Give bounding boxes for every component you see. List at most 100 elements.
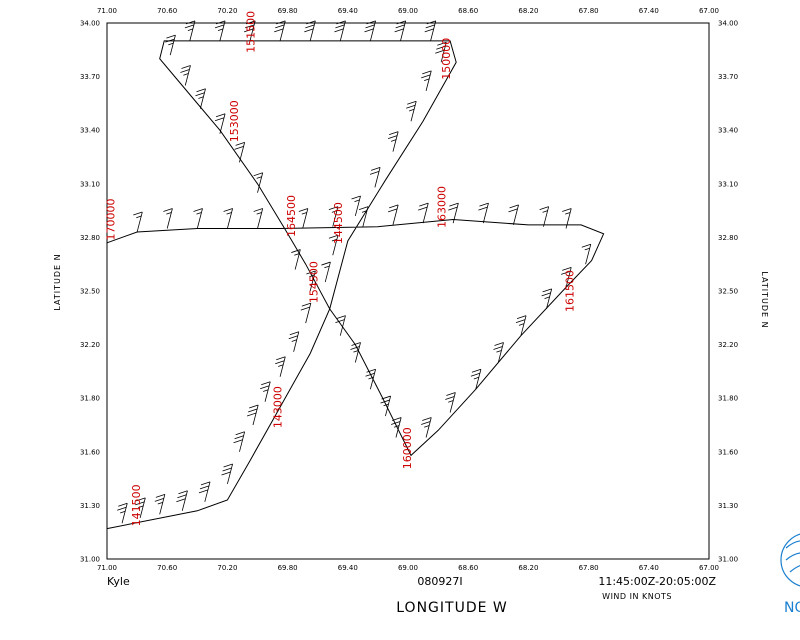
x-tick-label-bottom: 67.80 — [579, 564, 599, 572]
wind-barb — [335, 315, 346, 336]
wind-barb — [291, 249, 301, 270]
y-tick-label-left: 31.00 — [80, 556, 100, 564]
y-tick-label-right: 34.00 — [718, 20, 738, 28]
x-ticks-bottom: 71.00 70.60 70.20 69.80 69.40 69.00 68.60 68.20… — [97, 564, 719, 572]
y-tick-label-right: 31.30 — [718, 502, 738, 510]
x-tick-label-bottom: 67.00 — [699, 564, 719, 572]
x-tick-label-bottom: 69.00 — [398, 564, 418, 572]
wind-barb — [288, 331, 300, 352]
wind-barb — [275, 356, 286, 377]
noaa-logo: NO — [780, 533, 800, 616]
x-tick-label-bottom: 69.40 — [338, 564, 358, 572]
y-tick-label-right: 32.80 — [718, 234, 738, 242]
wind-barb — [163, 208, 173, 229]
wind-barb — [364, 20, 376, 41]
time-label: 141500 — [130, 484, 143, 526]
x-tick-label-bottom: 71.00 — [97, 564, 117, 572]
wind-units: WIND IN KNOTS — [602, 592, 672, 601]
wind-barb — [193, 208, 203, 229]
x-tick-label-bottom: 70.20 — [217, 564, 237, 572]
wind-barb — [478, 202, 489, 224]
wind-barb — [541, 288, 553, 309]
wind-barb — [390, 417, 402, 438]
wind-barb — [421, 417, 432, 438]
storm-name: Kyle — [107, 575, 130, 588]
wind-barb — [328, 234, 339, 256]
wind-barb — [387, 131, 399, 152]
y-axis-title-left: LATITUDE N — [53, 253, 62, 310]
y-tick-label-left: 31.30 — [80, 502, 100, 510]
wind-barb — [306, 270, 316, 292]
y-tick-label-left: 32.50 — [80, 288, 100, 296]
x-tick-label-top: 68.60 — [458, 7, 478, 15]
y-ticks-left: 31.00 31.30 31.60 31.80 32.20 32.50 32.80 33.10… — [80, 20, 100, 564]
wind-barb — [418, 202, 429, 224]
wind-barb — [223, 208, 233, 229]
wind-barb — [195, 88, 206, 109]
x-tick-label-top: 69.80 — [278, 7, 298, 15]
y-tick-label-right: 33.40 — [718, 127, 738, 135]
wind-barb — [176, 490, 188, 511]
y-tick-label-left: 31.60 — [80, 448, 100, 456]
time-label: 170000 — [105, 199, 118, 241]
x-axis-title: LONGITUDE W — [396, 600, 508, 616]
y-tick-label-left: 33.10 — [80, 180, 100, 188]
wind-barb — [304, 20, 316, 41]
wind-barb — [424, 20, 437, 41]
x-ticks-top: 71.00 70.60 70.20 69.80 69.40 69.00 68.60 68.20… — [97, 7, 719, 15]
x-tick-label-top: 67.40 — [639, 7, 659, 15]
x-tick-label-bottom: 70.60 — [157, 564, 177, 572]
wind-barb — [274, 20, 286, 41]
wind-barb — [470, 368, 482, 390]
wind-barb — [445, 392, 456, 413]
y-tick-label-right: 31.00 — [718, 556, 738, 564]
plot-frame — [106, 22, 710, 560]
wind-barb — [198, 481, 211, 502]
y-tick-label-left: 33.70 — [80, 73, 100, 81]
y-tick-label-right: 31.60 — [718, 448, 738, 456]
wind-barb — [493, 342, 504, 363]
x-tick-label-top: 67.00 — [699, 7, 719, 15]
wind-barb — [321, 261, 331, 283]
wind-barb — [260, 381, 271, 402]
wind-barbs — [117, 20, 592, 524]
x-tick-label-top: 71.00 — [97, 7, 117, 15]
x-tick-label-top: 68.20 — [518, 7, 538, 15]
time-label: 150000 — [440, 38, 453, 80]
mission-id: 080927I — [417, 575, 462, 588]
x-tick-label-top: 70.20 — [217, 7, 237, 15]
wind-barb — [233, 431, 246, 452]
wind-barb — [508, 204, 519, 225]
y-tick-label-left: 33.40 — [80, 127, 100, 135]
wind-barb — [253, 172, 264, 193]
wind-barb — [133, 211, 143, 233]
wind-barb — [117, 502, 128, 524]
time-label: 143000 — [272, 386, 285, 428]
y-tick-label-left: 31.80 — [80, 395, 100, 403]
x-tick-label-bottom: 67.40 — [639, 564, 659, 572]
wind-barb — [380, 395, 392, 417]
x-tick-label-bottom: 68.60 — [458, 564, 478, 572]
y-axis-title-right: LATITUDE N — [760, 271, 769, 328]
y-ticks-right: 31.00 31.30 31.60 31.80 32.20 32.50 32.80 33.10… — [718, 20, 738, 564]
wind-barb — [154, 493, 166, 515]
x-tick-label-top: 69.40 — [338, 7, 358, 15]
wind-barb — [184, 20, 196, 41]
time-label: 161500 — [564, 270, 577, 312]
wind-barb — [448, 202, 459, 224]
wind-barb — [561, 267, 572, 288]
wind-barb — [221, 463, 233, 485]
wind-barb — [243, 20, 256, 41]
flight-track-line — [106, 40, 605, 530]
y-tick-label-right: 31.80 — [718, 395, 738, 403]
x-tick-label-bottom: 69.80 — [278, 564, 298, 572]
y-tick-label-right: 32.50 — [718, 288, 738, 296]
wind-barb — [369, 166, 381, 188]
x-tick-label-top: 67.80 — [579, 7, 599, 15]
time-label: 144500 — [332, 202, 345, 244]
time-label: 151500 — [245, 11, 258, 53]
wind-barb — [298, 208, 309, 229]
time-label: 154500 — [308, 261, 321, 303]
y-tick-label-left: 34.00 — [80, 20, 100, 28]
